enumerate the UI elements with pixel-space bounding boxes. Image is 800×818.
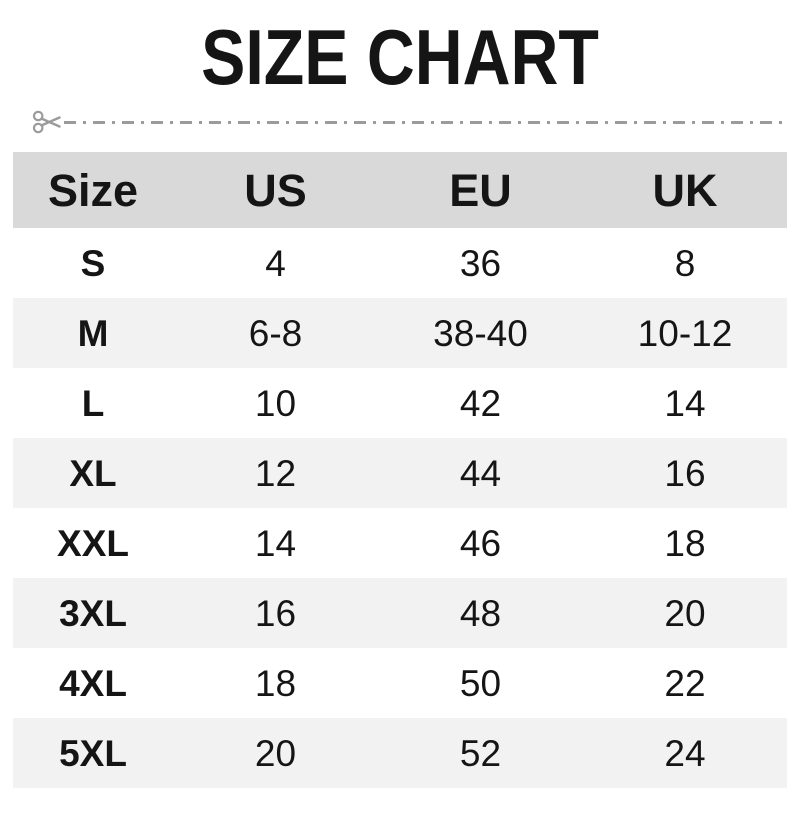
us-cell: 18	[254, 662, 297, 704]
size-cell: 5XL	[59, 732, 127, 774]
column-header-size: Size	[47, 164, 139, 216]
column-header-us: US	[244, 164, 307, 216]
column-header-eu: EU	[449, 164, 512, 216]
size-chart-page: SIZE CHART Size US EU UK S 4 36 8 M 6-8 …	[0, 18, 800, 788]
size-cell: 3XL	[59, 592, 127, 634]
table-row: XXL 14 46 18	[13, 508, 787, 578]
eu-cell: 44	[459, 452, 502, 494]
eu-cell: 42	[459, 382, 502, 424]
eu-cell: 46	[459, 522, 502, 564]
eu-cell: 52	[459, 732, 502, 774]
uk-cell: 22	[664, 662, 706, 704]
eu-cell: 38-40	[433, 312, 528, 354]
table-row: 4XL 18 50 22	[13, 648, 787, 718]
uk-cell: 10-12	[637, 312, 733, 354]
uk-cell: 20	[664, 592, 706, 634]
eu-cell: 50	[459, 662, 502, 704]
us-cell: 16	[254, 592, 297, 634]
uk-cell: 24	[664, 732, 706, 774]
uk-cell: 18	[664, 522, 706, 564]
table-row: 3XL 16 48 20	[13, 578, 787, 648]
us-cell: 4	[265, 242, 286, 284]
us-cell: 12	[254, 452, 297, 494]
us-cell: 10	[254, 382, 297, 424]
size-cell: XL	[69, 452, 117, 494]
uk-cell: 14	[664, 382, 706, 424]
scissors-icon	[32, 110, 61, 134]
us-cell: 6-8	[248, 312, 303, 354]
page-title-text: SIZE CHART	[201, 13, 599, 101]
dashed-cut-line	[64, 120, 786, 124]
uk-cell: 16	[664, 452, 706, 494]
table-header-row: Size US EU UK	[13, 152, 787, 228]
size-cell: S	[80, 242, 106, 284]
page-title: SIZE CHART	[0, 18, 800, 96]
table-row: 5XL 20 52 24	[13, 718, 787, 788]
column-header-uk: UK	[652, 164, 718, 216]
eu-cell: 36	[459, 242, 502, 284]
table-row: M 6-8 38-40 10-12	[13, 298, 787, 368]
size-cell: 4XL	[59, 662, 127, 704]
uk-cell: 8	[674, 242, 696, 284]
us-cell: 20	[254, 732, 297, 774]
table-row: S 4 36 8	[13, 228, 787, 298]
size-cell: L	[81, 382, 105, 424]
size-table: Size US EU UK S 4 36 8 M 6-8 38-40 10-12…	[13, 152, 787, 788]
size-cell: M	[77, 312, 109, 354]
table-row: L 10 42 14	[13, 368, 787, 438]
size-cell: XXL	[57, 522, 129, 564]
table-row: XL 12 44 16	[13, 438, 787, 508]
us-cell: 14	[254, 522, 297, 564]
cut-here-strip	[32, 104, 786, 140]
eu-cell: 48	[459, 592, 502, 634]
